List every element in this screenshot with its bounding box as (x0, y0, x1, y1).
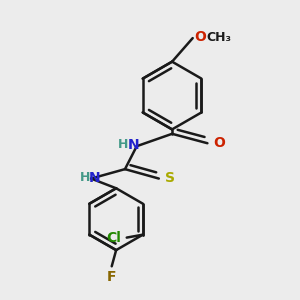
Text: O: O (213, 136, 225, 150)
Text: F: F (107, 270, 116, 283)
Text: Cl: Cl (106, 231, 121, 244)
Text: H: H (80, 171, 90, 184)
Text: O: O (194, 30, 206, 44)
Text: S: S (165, 171, 175, 185)
Text: N: N (128, 138, 139, 152)
Text: H: H (118, 138, 129, 151)
Text: CH₃: CH₃ (206, 31, 231, 44)
Text: N: N (89, 171, 100, 185)
